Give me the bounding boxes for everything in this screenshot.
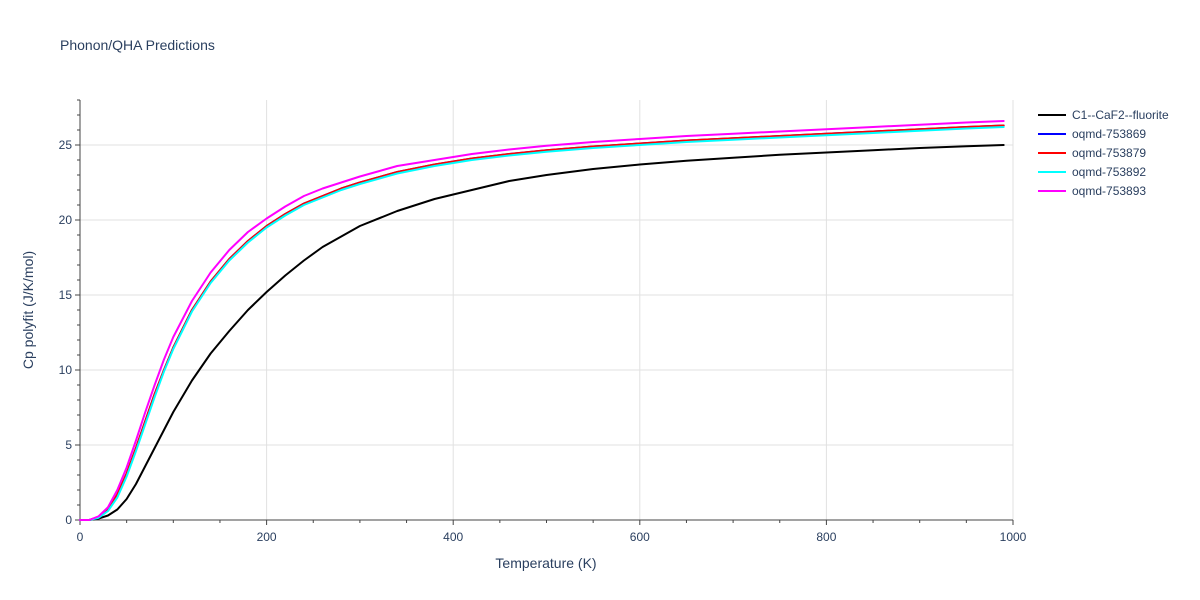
grid-layer [80,100,1014,520]
chart-title: Phonon/QHA Predictions [60,37,215,53]
x-tick-label: 400 [443,530,463,544]
series-line-oqmd-753892[interactable] [79,126,1005,521]
series-line-C1--CaF2--fluorite[interactable] [79,144,1005,521]
legend-item[interactable]: oqmd-753892 [1038,165,1146,179]
legend-item[interactable]: oqmd-753893 [1038,184,1146,198]
x-tick-label: 200 [257,530,277,544]
legend-item[interactable]: oqmd-753879 [1038,146,1146,160]
x-tick-label: 800 [816,530,836,544]
legend-label: C1--CaF2--fluorite [1072,108,1169,122]
y-tick-label: 15 [59,288,73,302]
y-tick-label: 0 [65,513,72,527]
series-layer [79,120,1005,521]
axis-layer: 0 200 400 600 800 1000 0 5 10 15 20 25 [59,99,1027,544]
legend-label: oqmd-753892 [1072,165,1146,179]
series-line-oqmd-753879[interactable] [79,124,1005,521]
legend[interactable]: C1--CaF2--fluorite oqmd-753869 oqmd-753879… [1038,108,1169,198]
y-tick-label: 5 [65,438,72,452]
x-tick-label: 600 [630,530,650,544]
legend-label: oqmd-753869 [1072,127,1146,141]
legend-item[interactable]: oqmd-753869 [1038,127,1146,141]
series-line-oqmd-753893[interactable] [79,120,1005,521]
y-axis-title: Cp polyfit (J/K/mol) [20,251,36,369]
legend-label: oqmd-753879 [1072,146,1146,160]
x-axis-title: Temperature (K) [495,555,596,571]
legend-item[interactable]: C1--CaF2--fluorite [1038,108,1169,122]
x-tick-label: 1000 [1000,530,1027,544]
y-tick-label: 25 [59,138,73,152]
legend-label: oqmd-753893 [1072,184,1146,198]
y-tick-label: 20 [59,213,73,227]
x-tick-label: 0 [77,530,84,544]
y-tick-label: 10 [59,363,73,377]
